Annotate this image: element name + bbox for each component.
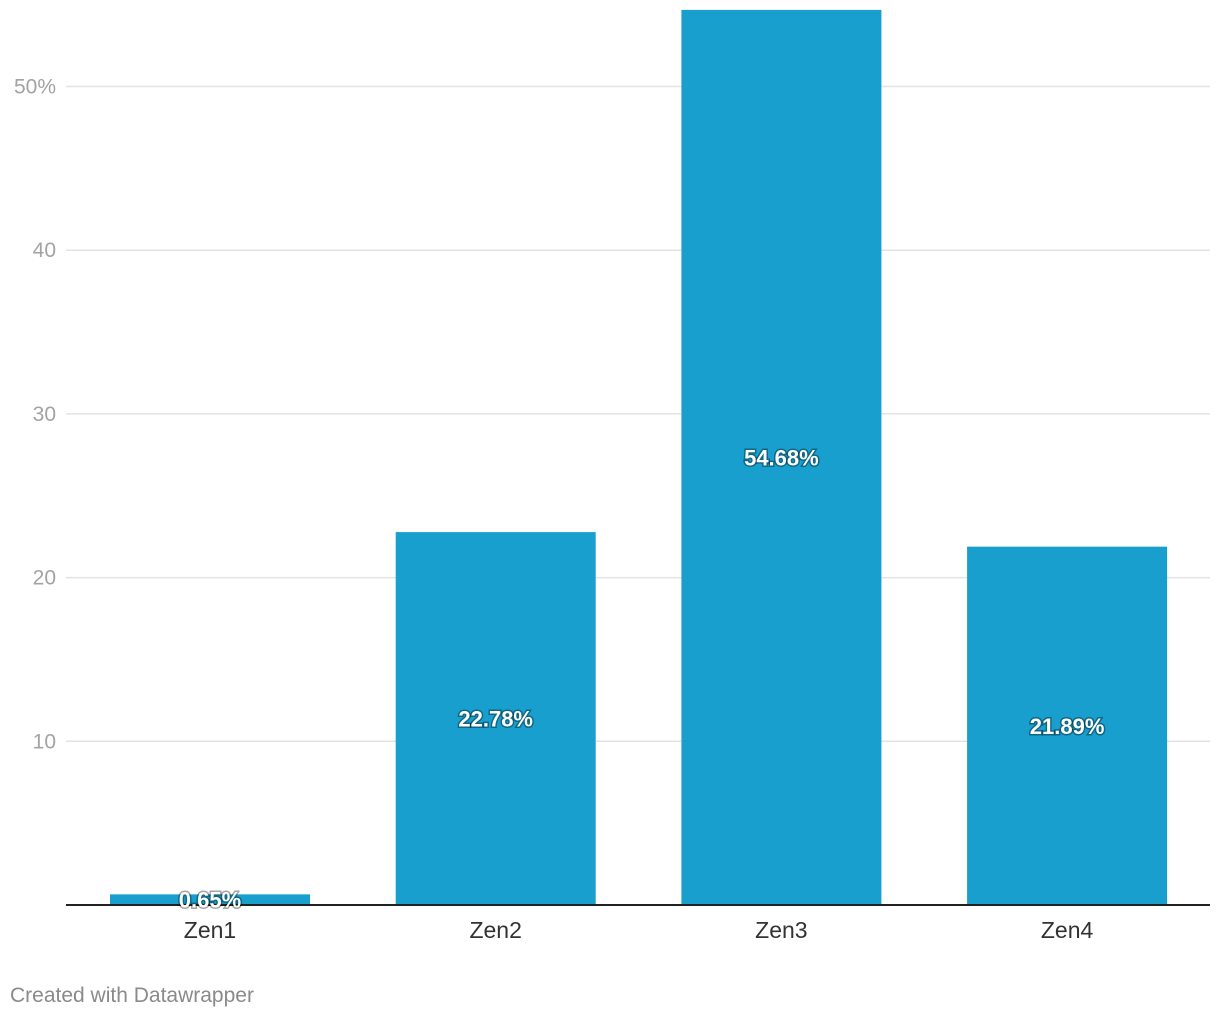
y-tick-label: 40 [33, 239, 56, 262]
credit-text: Created with Datawrapper [10, 984, 254, 1007]
x-category-label: Zen2 [469, 917, 521, 943]
bar-zen3 [681, 9, 882, 905]
bar-zen2 [395, 532, 596, 905]
bar-value-label: 54.68% [744, 445, 819, 470]
x-category-label: Zen1 [184, 917, 236, 943]
bar-value-label: 22.78% [458, 707, 533, 732]
bar-value-label: 0.65% [179, 888, 241, 913]
bar-chart: 10 20 30 40 50% 0.65% 22.78% 54.68% 21.89% Zen1… [14, 9, 1210, 943]
x-category-label: Zen3 [755, 917, 807, 943]
y-tick-label: 50% [14, 76, 56, 99]
y-tick-label: 30 [33, 403, 56, 426]
bar-zen4 [967, 546, 1168, 905]
y-tick-label: 20 [33, 567, 56, 590]
bars [110, 9, 1168, 905]
bar-value-label: 21.89% [1030, 714, 1105, 739]
x-axis-categories: Zen1 Zen2 Zen3 Zen4 [184, 917, 1094, 943]
bar-value-labels: 0.65% 22.78% 54.68% 21.89% [177, 444, 1106, 914]
y-axis-ticks: 10 20 30 40 50% [14, 76, 56, 754]
x-category-label: Zen4 [1041, 917, 1094, 943]
bar-zen1 [110, 894, 310, 905]
y-tick-label: 10 [33, 730, 56, 753]
